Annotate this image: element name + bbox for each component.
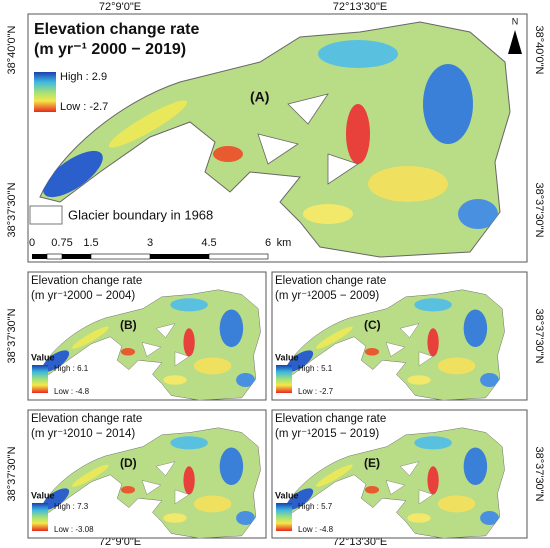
legend-title: Value <box>275 490 299 500</box>
legend-high: High : 5.7 <box>298 502 333 511</box>
latitude-label: 38°37'30"N <box>533 182 545 237</box>
panel-subtitle: (m yr⁻¹2015 − 2019) <box>275 428 379 440</box>
scale-unit: km <box>277 237 292 249</box>
longitude-label: 72°9'0"E <box>99 536 141 548</box>
scale-label: 1.5 <box>83 237 98 249</box>
boundary-legend: Glacier boundary in 1968 <box>68 207 213 222</box>
latitude-label: 38°37'30"N <box>6 182 18 237</box>
scale-label: 0.75 <box>51 237 72 249</box>
panel-subtitle: (m yr⁻¹2000 − 2004) <box>31 290 135 302</box>
legend-low: Low : -4.8 <box>298 525 334 534</box>
main-panel: Elevation change rate (m yr⁻¹ 2000 − 201… <box>27 13 528 263</box>
legend-low: Low : -2.7 <box>298 387 334 396</box>
panel-title: Elevation change rate <box>275 275 386 287</box>
legend-high: High : 7.3 <box>54 502 89 511</box>
sub-panel: Elevation change rate (m yr⁻¹2015 − 2019)… <box>271 409 528 539</box>
legend-low: Low : -4.8 <box>54 387 90 396</box>
north-arrow <box>508 30 522 54</box>
scale-label: 6 <box>265 237 271 249</box>
color-ramp <box>32 503 48 531</box>
sub-panel: Elevation change rate (m yr⁻¹2000 − 2004)… <box>27 271 267 401</box>
latitude-label: 38°37'30"N <box>6 446 18 501</box>
boundary-swatch <box>29 205 63 225</box>
scale-label: 4.5 <box>201 237 216 249</box>
scale-bar <box>32 253 269 260</box>
main-title: Elevation change rate <box>34 21 199 38</box>
latitude-label: 38°37'30"N <box>533 308 545 363</box>
panel-label: (A) <box>250 89 269 105</box>
legend-title: Value <box>275 352 299 362</box>
panel-subtitle: (m yr⁻¹2005 − 2009) <box>275 290 379 302</box>
legend-high: High : 6.1 <box>54 364 89 373</box>
main-subtitle: (m yr⁻¹ 2000 − 2019) <box>34 41 186 58</box>
scale-label: 3 <box>147 237 153 249</box>
panel-title: Elevation change rate <box>31 275 142 287</box>
legend-low: Low : -3.08 <box>54 525 94 534</box>
north-label: N <box>512 16 519 26</box>
panel-label: (C) <box>364 318 381 332</box>
sub-panel: Elevation change rate (m yr⁻¹2010 − 2014)… <box>27 409 267 539</box>
panel-subtitle: (m yr⁻¹2010 − 2014) <box>31 428 135 440</box>
longitude-label: 72°9'0"E <box>99 1 141 13</box>
latitude-label: 38°40'0"N <box>6 25 18 74</box>
panel-title: Elevation change rate <box>275 413 386 425</box>
latitude-label: 38°37'30"N <box>533 446 545 501</box>
color-ramp <box>32 365 48 393</box>
scale-label: 0 <box>29 237 35 249</box>
latitude-label: 38°37'30"N <box>6 308 18 363</box>
panel-label: (E) <box>364 456 380 470</box>
legend-title: Value <box>31 490 55 500</box>
panel-label: (D) <box>120 456 137 470</box>
sub-panel: Elevation change rate (m yr⁻¹2005 − 2009)… <box>271 271 528 401</box>
color-ramp <box>276 365 292 393</box>
panel-title: Elevation change rate <box>31 413 142 425</box>
legend-high: High : 5.1 <box>298 364 333 373</box>
color-ramp <box>34 72 56 112</box>
legend-low: Low : -2.7 <box>60 101 108 113</box>
latitude-label: 38°40'0"N <box>533 26 545 75</box>
longitude-label: 72°13'30"E <box>333 1 387 13</box>
legend-title: Value <box>31 352 55 362</box>
panel-label: (B) <box>120 318 137 332</box>
legend-high: High : 2.9 <box>60 71 107 83</box>
longitude-label: 72°13'30"E <box>333 536 387 548</box>
color-ramp <box>276 503 292 531</box>
